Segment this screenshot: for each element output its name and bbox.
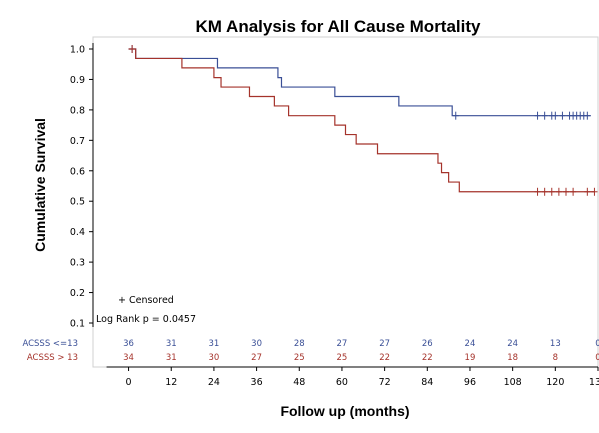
- x-tick-label: 24: [208, 377, 220, 388]
- risk-table-count: 31: [166, 353, 177, 363]
- x-tick-label: 0: [126, 377, 132, 388]
- x-tick-label: 60: [336, 377, 348, 388]
- y-tick-label: 0.3: [70, 258, 85, 269]
- y-axis-title: Cumulative Survival: [32, 118, 48, 252]
- x-tick-label: 72: [379, 377, 391, 388]
- x-tick-label: 96: [464, 377, 476, 388]
- y-tick-label: 0.5: [70, 197, 85, 208]
- x-tick-label: 120: [546, 377, 564, 388]
- risk-table-count: 30: [209, 353, 220, 363]
- x-tick-label: 48: [293, 377, 305, 388]
- risk-table-count: 25: [294, 353, 305, 363]
- risk-table-row-label: ACSSS > 13: [27, 353, 78, 363]
- risk-table-count: 0: [595, 353, 599, 363]
- risk-table-count: 22: [422, 353, 433, 363]
- risk-table-count: 36: [123, 339, 134, 349]
- risk-table-count: 24: [507, 339, 518, 349]
- y-tick-label: 0.2: [70, 288, 85, 299]
- y-tick-label: 0.6: [70, 166, 85, 177]
- risk-table-count: 18: [507, 353, 518, 363]
- risk-table-count: 31: [166, 339, 177, 349]
- x-axis-title: Follow up (months): [280, 403, 409, 419]
- x-tick-label: 36: [251, 377, 263, 388]
- risk-table-count: 27: [337, 339, 348, 349]
- x-tick-label: 108: [504, 377, 522, 388]
- x-tick-label: 12: [165, 377, 177, 388]
- x-tick-label: 132: [589, 377, 599, 388]
- risk-table-count: 25: [337, 353, 348, 363]
- risk-table-count: 19: [465, 353, 476, 363]
- y-tick-label: 0.9: [70, 75, 85, 86]
- log-rank-annotation: Log Rank p = 0.0457: [96, 314, 196, 325]
- censored-legend: + Censored: [118, 295, 174, 306]
- risk-table-count: 26: [422, 339, 433, 349]
- risk-table-count: 28: [294, 339, 305, 349]
- x-tick-label: 84: [421, 377, 433, 388]
- chart-title: KM Analysis for All Cause Mortality: [196, 17, 482, 36]
- risk-table-count: 31: [209, 339, 220, 349]
- chart-marks: 0.1 0.2 0.3 0.4 0.5 0.6 0.7 0.8 0.9 1.0 0 12 24 36 48 6…: [22, 43, 599, 388]
- risk-table-count: 34: [123, 353, 134, 363]
- risk-table-count: 22: [379, 353, 390, 363]
- risk-table-count: 0: [595, 339, 599, 349]
- risk-table-count: 8: [553, 353, 558, 363]
- risk-table-count: 24: [465, 339, 476, 349]
- risk-table-count: 27: [379, 339, 390, 349]
- y-tick-label: 0.4: [70, 227, 85, 238]
- y-tick-label: 0.8: [70, 105, 85, 116]
- risk-table-count: 13: [550, 339, 561, 349]
- y-tick-label: 0.1: [70, 319, 85, 330]
- y-tick-label: 0.7: [70, 136, 85, 147]
- risk-table-row-label: ACSSS <=13: [22, 339, 78, 349]
- y-tick-label: 1.0: [70, 45, 85, 56]
- risk-table-count: 30: [251, 339, 262, 349]
- survival-curve-series-1: [128, 48, 591, 117]
- survival-curve-series-2: [128, 48, 595, 193]
- risk-table-count: 27: [251, 353, 262, 363]
